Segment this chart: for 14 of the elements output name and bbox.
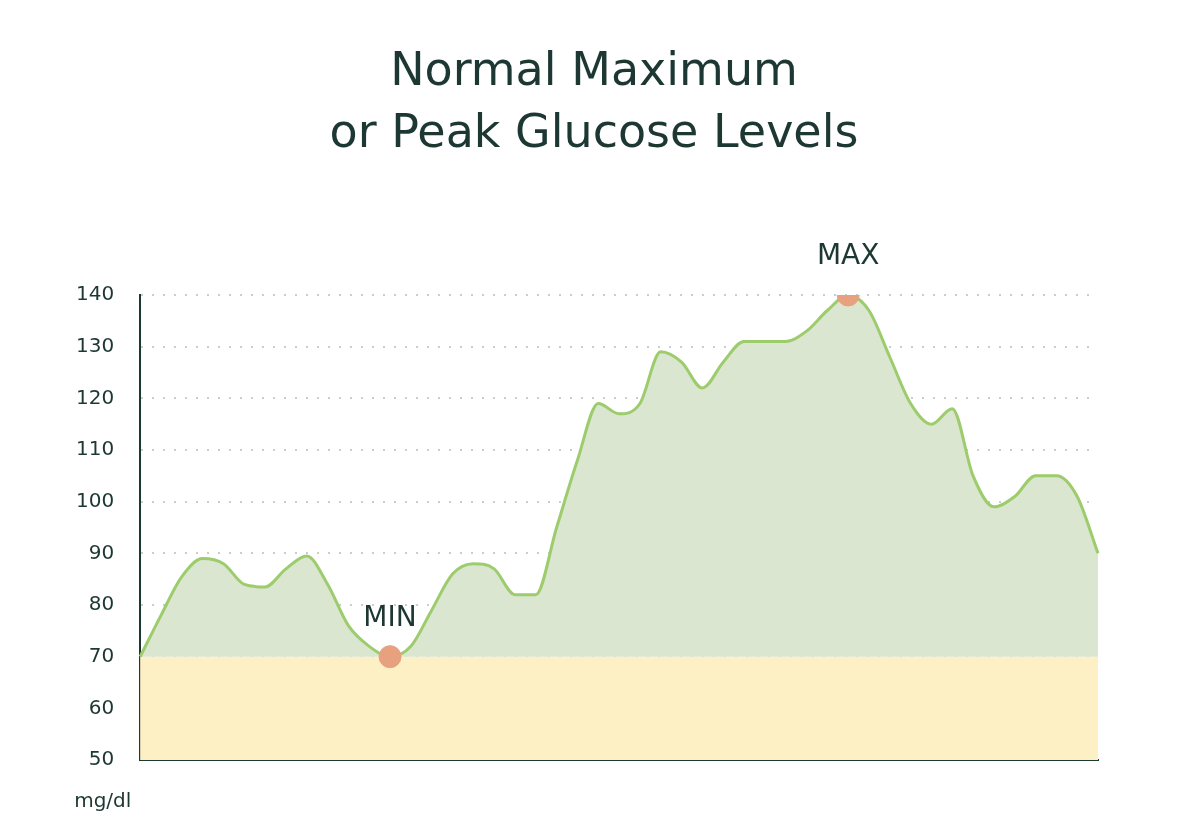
y-tick-label: 130 bbox=[75, 332, 115, 357]
y-tick-label: 110 bbox=[75, 436, 115, 461]
y-tick-label: 60 bbox=[88, 694, 115, 719]
data-label: MAX bbox=[816, 238, 880, 272]
y-tick-label: 70 bbox=[88, 642, 115, 667]
y-axis-title: mg/dl bbox=[74, 788, 132, 813]
y-tick-label: 140 bbox=[75, 281, 115, 306]
chart-title: Normal Maximum or Peak Glucose Levels bbox=[328, 41, 860, 160]
y-tick-label: 100 bbox=[75, 487, 115, 512]
y-tick-label: 80 bbox=[88, 591, 115, 616]
data-label: MIN bbox=[363, 599, 417, 633]
y-tick-label: 120 bbox=[75, 384, 115, 409]
y-tick-label: 50 bbox=[88, 746, 115, 771]
y-tick-label: 90 bbox=[88, 539, 115, 564]
